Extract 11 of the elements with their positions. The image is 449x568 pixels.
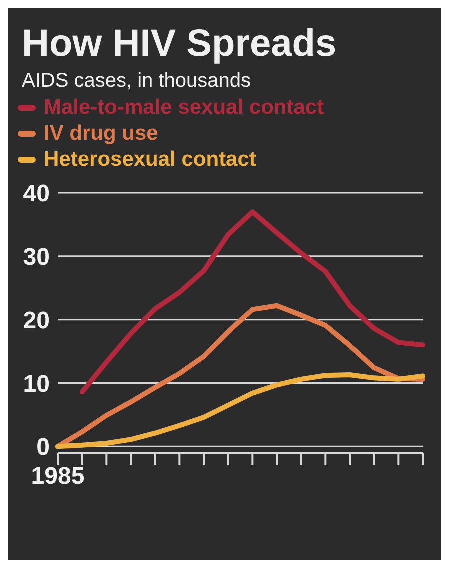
y-tick-label: 20 xyxy=(23,307,50,334)
chart-title: How HIV Spreads xyxy=(21,22,338,66)
legend-label: Male-to-male sexual contact xyxy=(44,95,324,121)
y-tick-label: 40 xyxy=(23,180,50,208)
chart-subtitle: AIDS cases, in thousands xyxy=(21,69,252,93)
y-tick-label: 0 xyxy=(36,434,50,462)
y-tick-label: 10 xyxy=(23,370,50,398)
x-tick-label: 1985 xyxy=(31,463,85,490)
legend-label: Heterosexual contact xyxy=(44,147,256,173)
y-tick-label: 30 xyxy=(23,244,50,271)
legend-label: IV drug use xyxy=(44,121,158,147)
